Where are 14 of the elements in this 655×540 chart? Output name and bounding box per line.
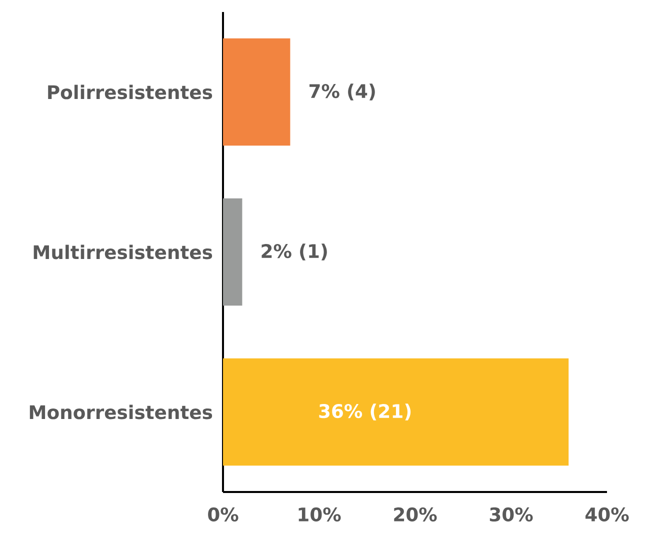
y-tick-label: Polirresistentes <box>48 84 212 100</box>
x-tick-label: 40% <box>585 507 629 522</box>
data-label: 7% (4) <box>310 84 375 100</box>
bar <box>223 198 242 306</box>
x-tick-label: 30% <box>490 507 533 522</box>
bar <box>223 358 569 466</box>
bar <box>223 38 290 146</box>
x-tick-label: 10% <box>298 507 341 522</box>
y-tick-label: Multirresistentes <box>34 244 212 260</box>
data-label: 36% (21) <box>319 404 411 420</box>
x-tick-label: 20% <box>394 507 437 522</box>
x-tick-label: 0% <box>208 507 238 522</box>
y-tick-label: Monorresistentes <box>30 404 212 420</box>
data-label: 2% (1) <box>262 244 327 260</box>
